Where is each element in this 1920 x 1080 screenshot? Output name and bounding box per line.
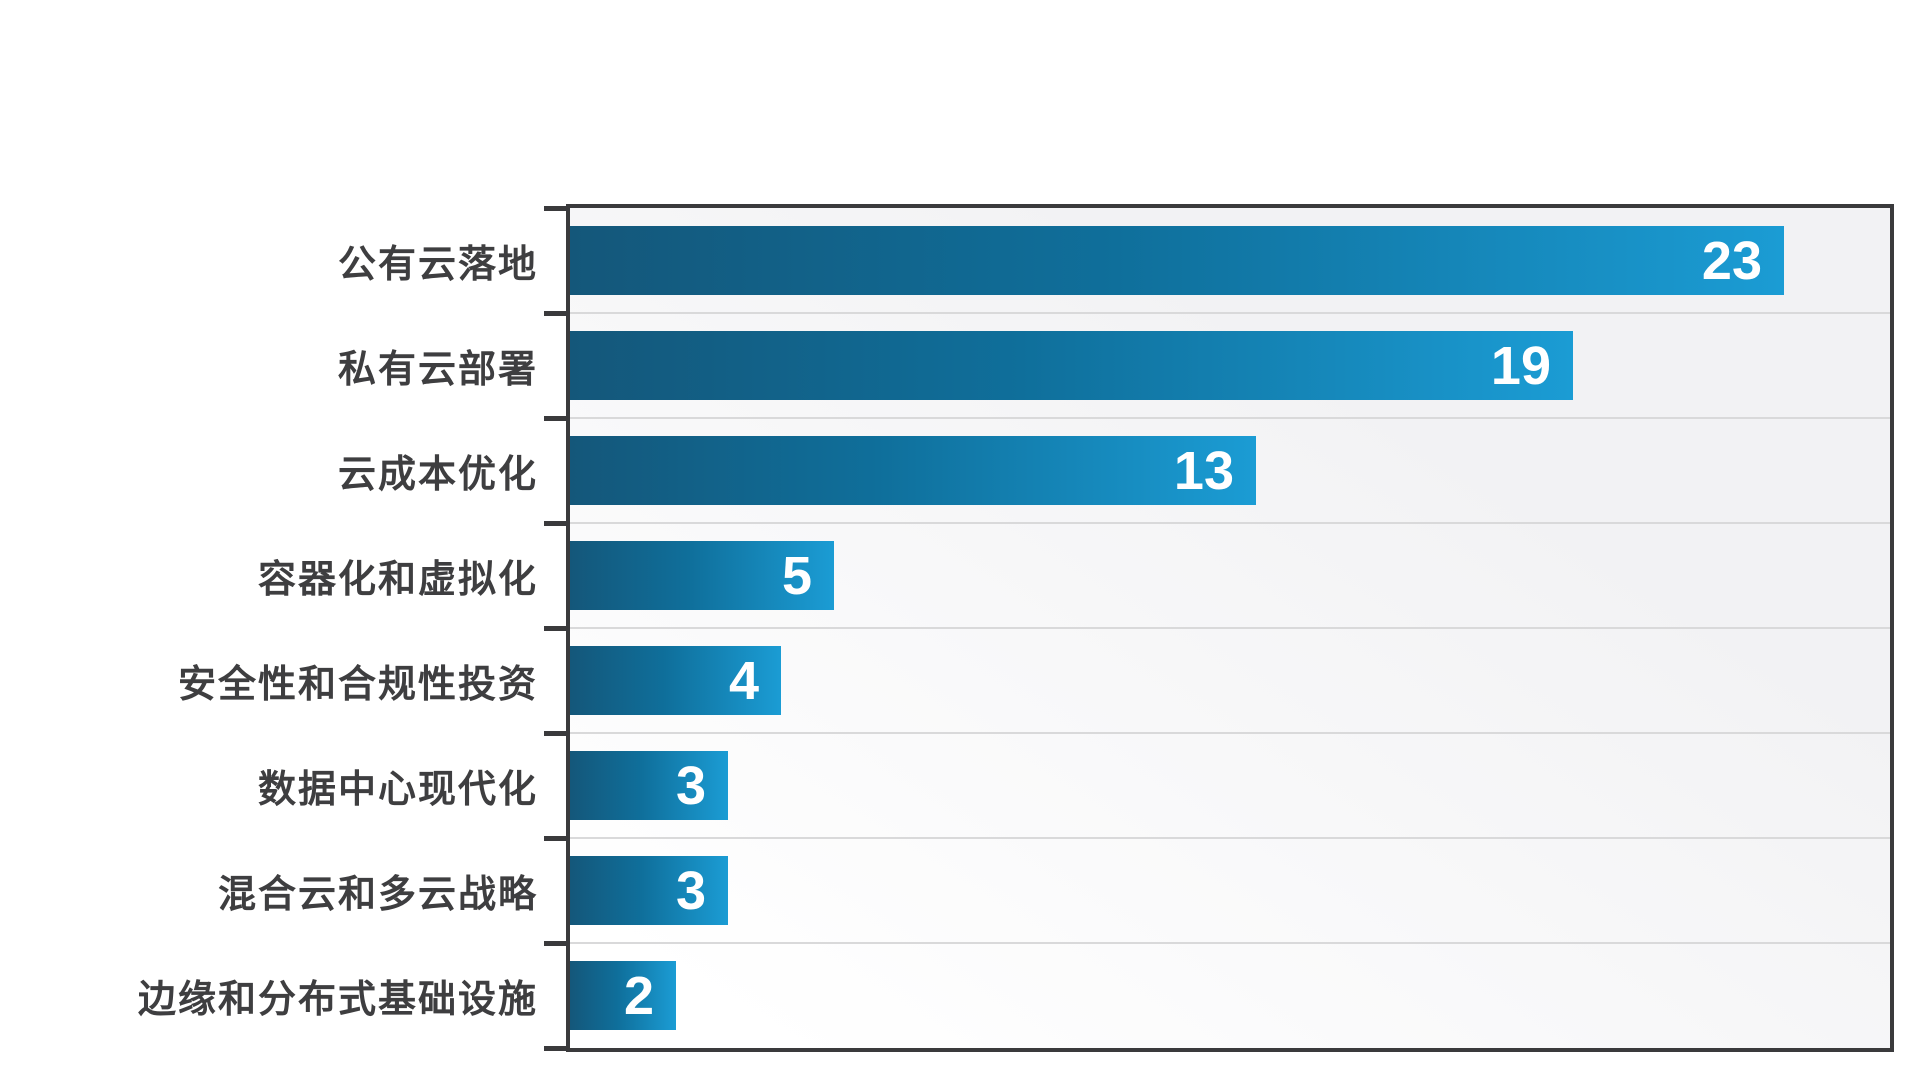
bar-value-label: 3	[675, 860, 706, 921]
gridline	[570, 627, 1890, 629]
axis-tick	[544, 415, 566, 421]
gridline	[570, 417, 1890, 419]
bar-value-label: 3	[675, 755, 706, 816]
gridline	[570, 732, 1890, 734]
bar: 5	[570, 541, 834, 610]
category-label: 私有云部署	[337, 349, 538, 391]
gridline	[570, 522, 1890, 524]
bar-chart: 公有云落地私有云部署云成本优化容器化和虚拟化安全性和合规性投资数据中心现代化混合…	[60, 204, 1894, 1056]
bar: 4	[570, 646, 781, 715]
category-label: 公有云落地	[337, 244, 538, 286]
axis-tick	[544, 625, 566, 631]
bar: 19	[570, 331, 1573, 400]
bar: 3	[570, 856, 728, 925]
axis-tick	[544, 730, 566, 736]
category-label: 安全性和合规性投资	[177, 664, 538, 706]
bar-value-label: 19	[1490, 335, 1551, 396]
category-label: 混合云和多云战略	[217, 874, 538, 916]
bar: 23	[570, 226, 1784, 295]
axis-tick	[544, 205, 566, 211]
axis-tick	[544, 1045, 566, 1051]
bar: 3	[570, 751, 728, 820]
gridline	[570, 312, 1890, 314]
axis-tick	[544, 310, 566, 316]
bar-value-label: 13	[1173, 440, 1234, 501]
axis-tick	[544, 940, 566, 946]
gridline	[570, 837, 1890, 839]
category-axis: 公有云落地私有云部署云成本优化容器化和虚拟化安全性和合规性投资数据中心现代化混合…	[60, 208, 538, 1048]
category-label: 容器化和虚拟化	[257, 559, 538, 601]
bar-value-label: 5	[781, 545, 812, 606]
bar: 2	[570, 961, 676, 1030]
bar-value-label: 23	[1701, 230, 1762, 291]
bar: 13	[570, 436, 1256, 505]
axis-tick	[544, 835, 566, 841]
plot-area: 23 19 13 5 4 3 3 2	[566, 204, 1894, 1052]
category-label: 数据中心现代化	[257, 769, 538, 811]
bar-value-label: 4	[728, 650, 759, 711]
axis-tick	[544, 520, 566, 526]
category-label: 云成本优化	[337, 454, 538, 496]
gridline	[570, 942, 1890, 944]
bar-value-label: 2	[623, 965, 654, 1026]
category-label: 边缘和分布式基础设施	[137, 979, 538, 1021]
